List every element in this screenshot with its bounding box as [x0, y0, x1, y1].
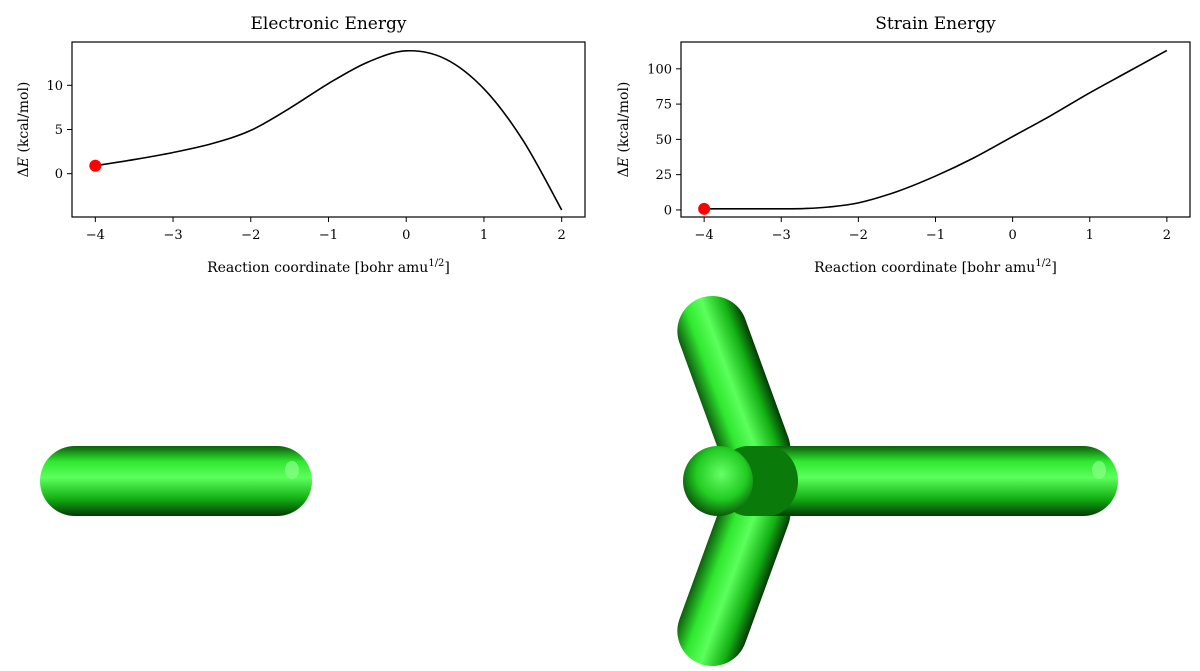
x-tick-label: 1	[480, 228, 488, 243]
x-tick-label: 2	[558, 228, 566, 243]
series-line	[95, 49, 563, 211]
current-point-marker	[698, 202, 711, 215]
molecule-bond	[677, 295, 791, 485]
y-tick-label: 0	[664, 203, 672, 218]
x-tick-label: 1	[1086, 228, 1094, 243]
molecule-linear-render	[40, 446, 312, 516]
y-tick-label: 100	[647, 62, 672, 77]
molecule-bond	[40, 446, 312, 516]
y-tick-label: 0	[55, 167, 63, 182]
x-tick-label: −1	[319, 228, 338, 243]
y-tick-label: 10	[46, 79, 63, 94]
molecule-bond	[677, 477, 791, 667]
y-tick-label: 50	[655, 133, 672, 148]
electronic-energy-chart: Electronic Energy −4 −3 −2 −1 0 1 2 0 5 10 React…	[16, 14, 586, 276]
x-ticks: −4 −3 −2 −1 0 1 2	[86, 217, 566, 243]
chart-title: Electronic Energy	[251, 14, 407, 34]
y-axis-label: ΔE (kcal/mol)	[616, 82, 632, 178]
x-tick-label: −3	[163, 228, 182, 243]
plot-frame	[680, 41, 1191, 218]
x-tick-label: 0	[402, 228, 410, 243]
current-point-marker	[89, 159, 102, 172]
molecule-end-highlight	[285, 461, 299, 479]
x-tick-label: −4	[86, 228, 105, 243]
chart-title: Strain Energy	[875, 14, 996, 34]
y-ticks: 0 5 10	[46, 79, 72, 182]
x-tick-label: −3	[772, 228, 791, 243]
molecule-front-cap	[683, 446, 753, 516]
y-tick-label: 5	[55, 123, 63, 138]
x-tick-label: 2	[1163, 228, 1171, 243]
molecule-bond	[735, 446, 1118, 516]
y-tick-label: 25	[655, 168, 672, 183]
x-tick-label: −2	[241, 228, 260, 243]
x-ticks: −4 −3 −2 −1 0 1 2	[695, 217, 1171, 243]
strain-energy-chart: Strain Energy −4 −3 −2 −1 0 1 2 0 25 50 75 100 Rea…	[616, 14, 1191, 276]
y-axis-label: ΔE (kcal/mol)	[16, 82, 32, 178]
molecule-branched-render	[677, 295, 1118, 667]
x-tick-label: −2	[849, 228, 868, 243]
x-tick-label: −4	[695, 228, 714, 243]
series-line	[704, 49, 1168, 210]
x-axis-label: Reaction coordinate [bohr amu1/2]	[814, 258, 1057, 276]
x-tick-label: 0	[1008, 228, 1016, 243]
x-tick-label: −1	[926, 228, 945, 243]
plot-frame	[71, 41, 586, 218]
x-axis-label: Reaction coordinate [bohr amu1/2]	[207, 258, 450, 276]
y-ticks: 0 25 50 75 100	[647, 62, 681, 218]
y-tick-label: 75	[655, 98, 672, 113]
molecule-end-highlight	[1092, 461, 1106, 479]
